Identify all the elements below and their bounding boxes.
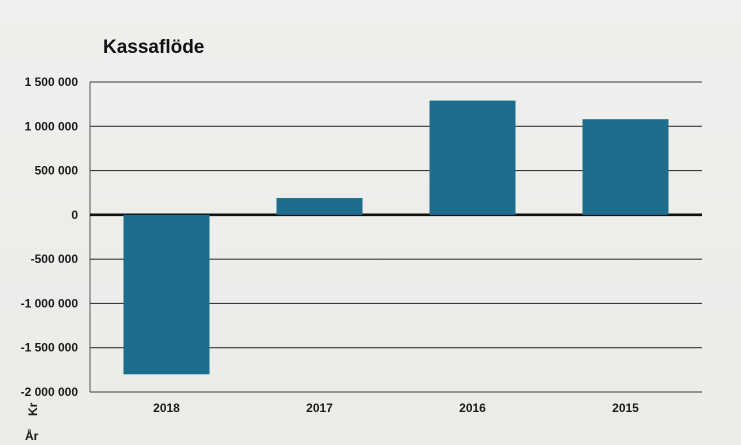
bar-2018: [123, 214, 210, 375]
y-tick-label: -1 000 000: [21, 296, 79, 310]
y-tick-label: -500 000: [31, 252, 79, 266]
bar-2017: [276, 198, 363, 215]
x-tick-label: 2018: [153, 401, 180, 415]
bars: [123, 100, 669, 375]
y-tick-label: 1 500 000: [25, 75, 79, 89]
y-tick-label: 1 000 000: [25, 119, 79, 133]
x-tick-label: 2017: [306, 401, 333, 415]
y-tick-label: 0: [71, 208, 78, 222]
y-tick-label: 500 000: [35, 164, 79, 178]
chart-title: Kassaflöde: [103, 37, 204, 58]
y-tick-label: -2 000 000: [21, 385, 79, 399]
y-tick-label: -1 500 000: [21, 341, 79, 355]
x-axis-label: År: [25, 428, 39, 443]
x-tick-label: 2015: [612, 401, 639, 415]
x-tick-labels: 2018 2017 2016 2015: [153, 401, 639, 415]
y-tick-labels: 1 500 000 1 000 000 500 000 0 -500 000 -1 000…: [21, 75, 79, 399]
x-tick-label: 2016: [459, 401, 486, 415]
bar-2015: [582, 119, 669, 215]
y-axis-label: Kr: [26, 402, 40, 416]
bar-2016: [429, 100, 516, 215]
